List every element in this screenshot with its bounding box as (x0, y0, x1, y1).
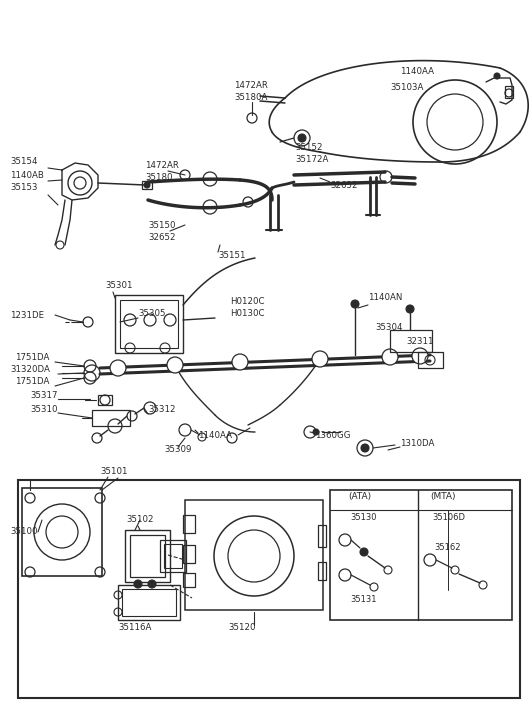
Text: 35301: 35301 (105, 280, 132, 290)
Circle shape (382, 349, 398, 365)
Text: 31320DA: 31320DA (10, 365, 50, 375)
Text: 35150: 35150 (148, 221, 176, 229)
Text: 32652: 32652 (148, 232, 176, 242)
Bar (130, 535, 165, 577)
Text: 35103A: 35103A (390, 83, 423, 91)
Text: 35151: 35151 (218, 250, 245, 259)
Text: 1472AR: 1472AR (145, 160, 179, 169)
Bar (183, 573, 195, 587)
Bar (118, 585, 180, 620)
Bar (318, 562, 326, 580)
Text: 1140AB: 1140AB (10, 171, 44, 179)
Text: 35180: 35180 (145, 173, 172, 182)
Bar (98, 395, 112, 405)
Text: H0130C: H0130C (230, 309, 264, 319)
Text: 35100: 35100 (10, 528, 37, 537)
Text: 35154: 35154 (10, 158, 37, 166)
Bar (318, 525, 326, 547)
Bar (164, 544, 182, 568)
Bar (18, 480, 520, 698)
Bar (505, 86, 513, 98)
Text: H0120C: H0120C (230, 298, 264, 306)
Text: 35130: 35130 (350, 513, 377, 523)
Text: 1751DA: 1751DA (15, 378, 49, 386)
Bar (390, 330, 432, 352)
Circle shape (360, 548, 368, 556)
Text: 32311: 32311 (406, 338, 434, 346)
Text: (MTA): (MTA) (430, 492, 455, 502)
Text: 1231DE: 1231DE (10, 311, 44, 319)
Bar (142, 181, 152, 189)
Text: 35305: 35305 (138, 309, 165, 317)
Text: 1140AA: 1140AA (198, 431, 232, 441)
Bar (330, 490, 512, 620)
Bar (418, 352, 443, 368)
Circle shape (167, 357, 183, 373)
Text: 35317: 35317 (30, 391, 57, 401)
Bar (185, 500, 323, 610)
Text: (ATA): (ATA) (348, 492, 371, 502)
Text: 1140AN: 1140AN (368, 293, 402, 303)
Circle shape (298, 134, 306, 142)
Text: 35180A: 35180A (234, 92, 268, 102)
Bar (160, 540, 186, 572)
Text: 35116A: 35116A (118, 622, 152, 632)
Circle shape (144, 182, 150, 188)
Circle shape (110, 360, 126, 376)
Bar (22, 488, 102, 576)
Text: 1310DA: 1310DA (400, 439, 434, 447)
Bar (125, 530, 170, 582)
Circle shape (313, 429, 319, 435)
Circle shape (148, 580, 156, 588)
Text: 35102: 35102 (126, 515, 154, 524)
Bar (115, 295, 183, 353)
Circle shape (134, 580, 142, 588)
Text: 35310: 35310 (30, 406, 57, 415)
Bar (92, 410, 130, 426)
Text: 1751DA: 1751DA (15, 354, 49, 362)
Text: 35304: 35304 (375, 324, 403, 333)
Text: 35101: 35101 (100, 468, 128, 476)
Bar (120, 300, 178, 348)
Circle shape (406, 305, 414, 313)
Bar (122, 589, 176, 616)
Circle shape (494, 73, 500, 79)
Text: 1140AA: 1140AA (400, 68, 434, 76)
Circle shape (312, 351, 328, 367)
Text: 35162: 35162 (434, 544, 461, 552)
Circle shape (361, 444, 369, 452)
Circle shape (412, 348, 428, 364)
Text: 1472AR: 1472AR (234, 81, 268, 89)
Text: 35153: 35153 (10, 184, 37, 192)
Circle shape (351, 300, 359, 308)
Circle shape (232, 354, 248, 370)
Text: 1360GG: 1360GG (315, 431, 351, 441)
Text: 35309: 35309 (164, 446, 192, 454)
Text: 35172A: 35172A (295, 155, 328, 165)
Bar (183, 545, 195, 563)
Text: 32652: 32652 (330, 181, 358, 189)
Text: 35120: 35120 (228, 622, 255, 632)
Bar (183, 515, 195, 533)
Text: 35131: 35131 (350, 595, 377, 605)
Text: 35152: 35152 (295, 144, 322, 152)
Text: 35312: 35312 (148, 406, 176, 415)
Text: 35106D: 35106D (432, 513, 465, 523)
